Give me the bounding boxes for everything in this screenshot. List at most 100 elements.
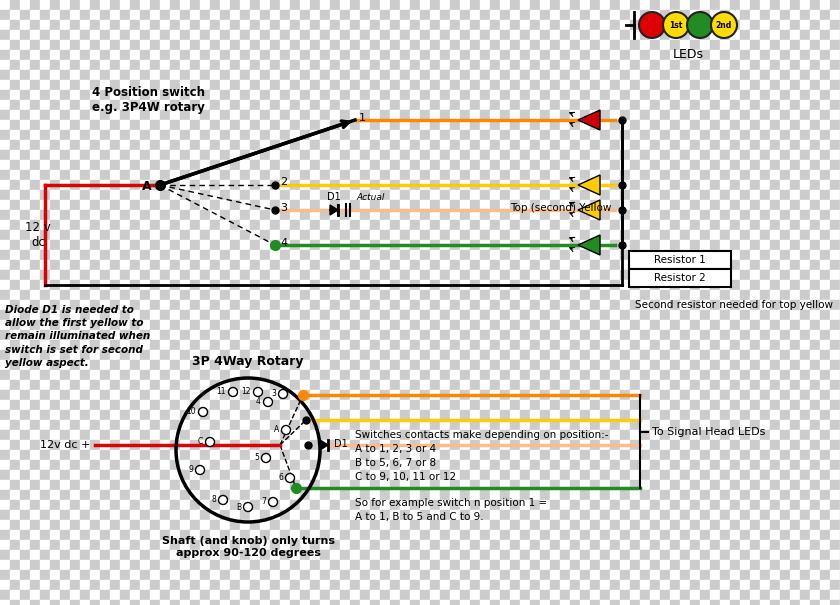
Bar <box>290 280 300 290</box>
Bar <box>730 280 740 290</box>
Bar <box>140 60 150 70</box>
Bar <box>300 450 310 460</box>
Bar <box>40 220 50 230</box>
Bar <box>130 470 140 480</box>
Bar <box>750 320 760 330</box>
Bar <box>640 510 650 520</box>
Bar <box>770 390 780 400</box>
Bar <box>350 260 360 270</box>
Bar <box>280 390 290 400</box>
Bar <box>310 360 320 370</box>
Bar <box>790 200 800 210</box>
Bar <box>650 430 660 440</box>
Bar <box>340 530 350 540</box>
Bar <box>540 270 550 280</box>
Bar <box>350 550 360 560</box>
Bar <box>190 210 200 220</box>
Bar <box>720 290 730 300</box>
Bar <box>130 350 140 360</box>
Bar <box>740 340 750 350</box>
Bar <box>650 550 660 560</box>
Bar <box>490 490 500 500</box>
Bar <box>30 60 40 70</box>
Bar <box>350 100 360 110</box>
Bar <box>390 330 400 340</box>
Bar <box>210 0 220 10</box>
Bar <box>830 530 840 540</box>
Bar <box>340 430 350 440</box>
Bar <box>620 210 630 220</box>
Bar <box>70 590 80 600</box>
Bar <box>520 480 530 490</box>
Bar <box>310 480 320 490</box>
Bar <box>770 600 780 605</box>
Bar <box>830 100 840 110</box>
Bar <box>190 290 200 300</box>
Bar <box>50 60 60 70</box>
Bar <box>570 50 580 60</box>
Bar <box>650 250 660 260</box>
Bar <box>730 420 740 430</box>
Bar <box>140 330 150 340</box>
Bar <box>340 100 350 110</box>
Bar <box>120 440 130 450</box>
Bar <box>430 170 440 180</box>
Bar <box>580 390 590 400</box>
Bar <box>470 210 480 220</box>
Bar <box>370 290 380 300</box>
Bar <box>130 250 140 260</box>
Bar <box>780 490 790 500</box>
Bar <box>60 470 70 480</box>
Bar <box>650 470 660 480</box>
Bar <box>580 460 590 470</box>
Bar <box>100 440 110 450</box>
Bar <box>200 320 210 330</box>
Bar <box>560 400 570 410</box>
Bar <box>450 140 460 150</box>
Bar <box>600 190 610 200</box>
Bar <box>190 230 200 240</box>
Bar <box>640 10 650 20</box>
Bar <box>530 60 540 70</box>
Bar <box>720 340 730 350</box>
Bar <box>40 0 50 10</box>
Bar <box>580 450 590 460</box>
Bar <box>180 490 190 500</box>
Bar <box>460 10 470 20</box>
Bar <box>790 430 800 440</box>
Bar <box>420 50 430 60</box>
Bar <box>630 410 640 420</box>
Bar <box>460 100 470 110</box>
Bar <box>250 520 260 530</box>
Bar <box>350 590 360 600</box>
Bar <box>360 20 370 30</box>
Bar <box>460 400 470 410</box>
Bar <box>100 460 110 470</box>
Bar <box>810 530 820 540</box>
Bar <box>540 350 550 360</box>
Bar <box>730 500 740 510</box>
Bar <box>720 490 730 500</box>
Bar <box>30 0 40 10</box>
Bar <box>500 420 510 430</box>
Bar <box>160 310 170 320</box>
Bar <box>190 380 200 390</box>
Bar <box>830 180 840 190</box>
Bar <box>120 80 130 90</box>
Bar <box>340 540 350 550</box>
Bar <box>790 50 800 60</box>
Bar <box>160 300 170 310</box>
Bar <box>750 430 760 440</box>
Bar <box>430 270 440 280</box>
Bar <box>690 180 700 190</box>
Bar <box>140 510 150 520</box>
Bar <box>240 170 250 180</box>
Bar <box>170 430 180 440</box>
Bar <box>50 80 60 90</box>
Bar <box>320 170 330 180</box>
Bar <box>460 500 470 510</box>
Bar <box>240 130 250 140</box>
Bar <box>440 580 450 590</box>
Bar <box>670 150 680 160</box>
Bar <box>810 470 820 480</box>
